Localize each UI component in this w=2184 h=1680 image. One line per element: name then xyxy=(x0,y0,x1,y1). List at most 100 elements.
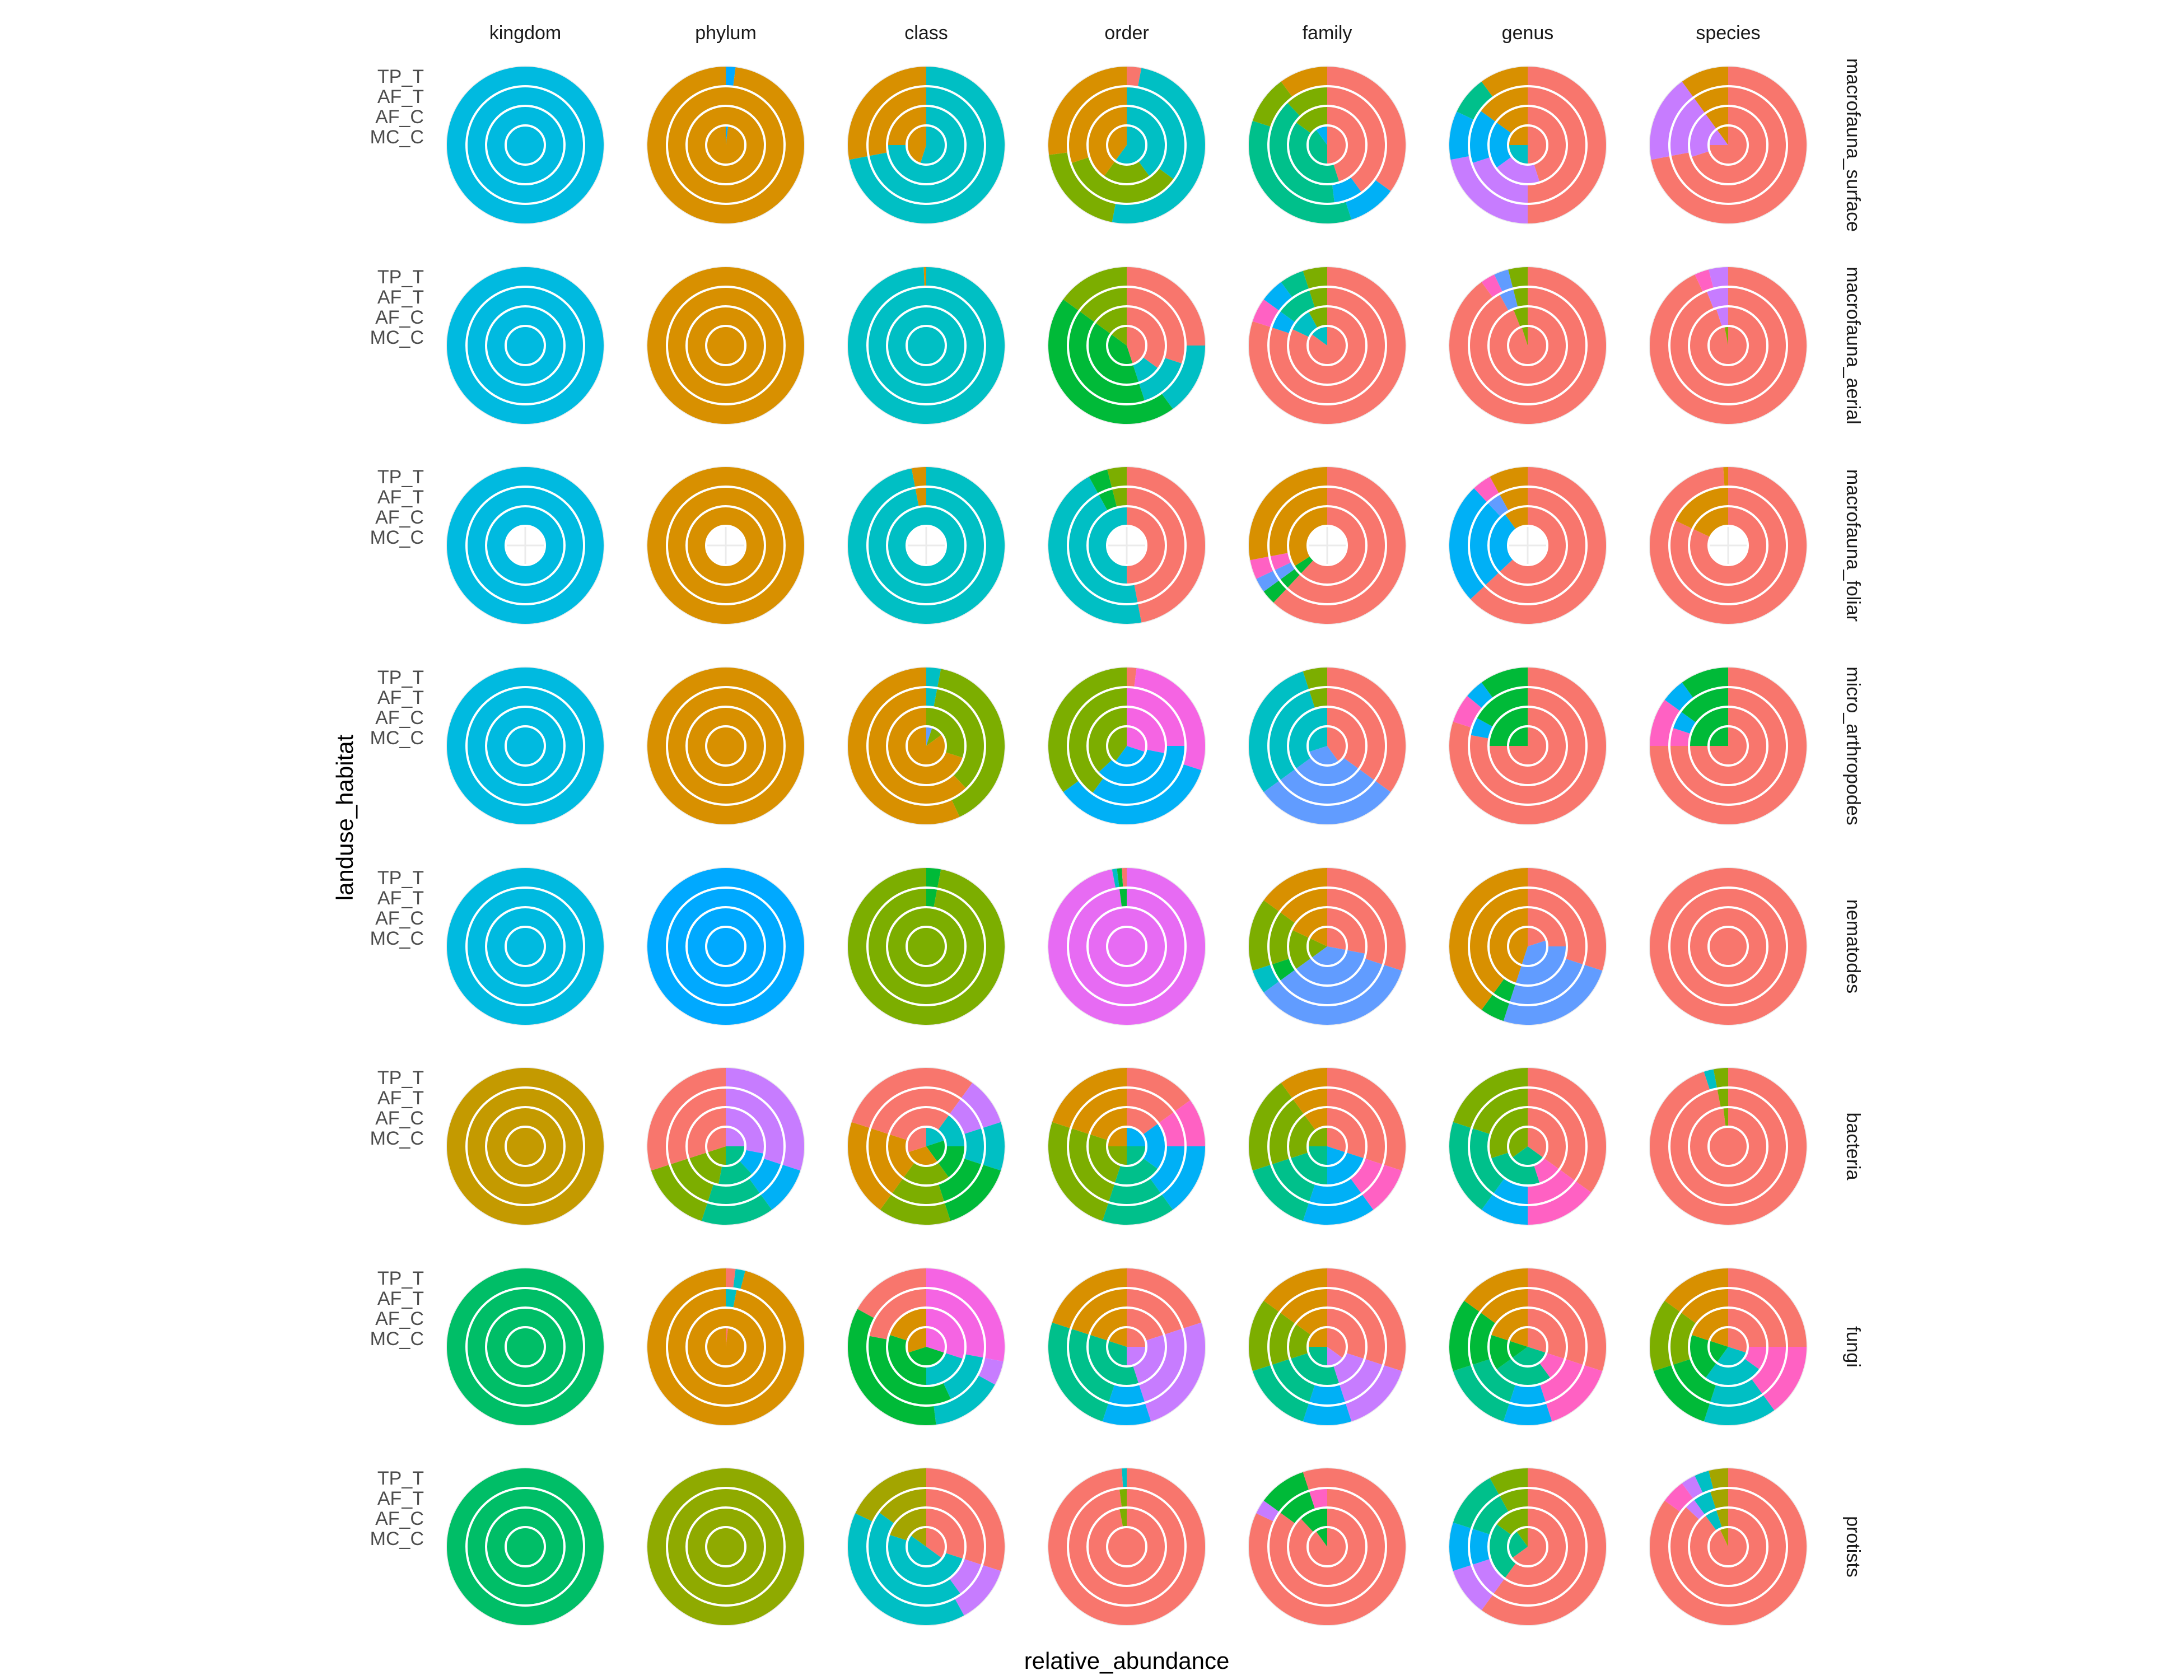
ring-segment xyxy=(1089,469,1112,494)
ring-segment xyxy=(1127,687,1186,746)
panel-protists-species xyxy=(1649,1467,1808,1626)
ring-divider xyxy=(886,305,967,386)
ring-segment xyxy=(466,486,585,605)
ring-segment xyxy=(1481,274,1503,298)
column-strip-label: order xyxy=(1104,22,1149,44)
ring-segment xyxy=(1107,1146,1127,1166)
ring-segment xyxy=(926,868,941,889)
ring-segment xyxy=(926,1127,945,1146)
ring-segment xyxy=(1281,67,1327,98)
ring-divider xyxy=(1468,1287,1588,1407)
ring-segment xyxy=(1481,1468,1606,1626)
ring-segment xyxy=(1294,556,1314,575)
ring-divider xyxy=(1468,886,1588,1006)
ring-segment xyxy=(1107,334,1133,365)
ring-segment xyxy=(867,687,967,805)
ring-segment xyxy=(1327,1288,1386,1365)
ring-segment xyxy=(706,927,745,966)
panel-nematodes-family xyxy=(1248,867,1407,1026)
ring-segment xyxy=(1453,696,1483,728)
ring-segment xyxy=(1249,671,1309,792)
ring-segment xyxy=(1263,1472,1309,1513)
ring-segment xyxy=(726,67,736,87)
ring-divider xyxy=(465,85,585,205)
ring-divider xyxy=(1507,725,1548,767)
ring-segment xyxy=(687,306,765,385)
ring-segment xyxy=(726,125,729,145)
ring-segment xyxy=(1071,1288,1127,1335)
ring-segment xyxy=(687,506,765,585)
ring-divider xyxy=(1468,1086,1588,1206)
ring-segment xyxy=(466,86,585,204)
ring-divider xyxy=(1287,505,1368,586)
panel-protists-phylum xyxy=(646,1467,805,1626)
ring-segment xyxy=(1499,487,1528,511)
ring-segment xyxy=(1281,1068,1327,1099)
ring-divider xyxy=(685,906,766,987)
panel-micro_arthropodes-kingdom xyxy=(446,666,605,825)
ring-segment xyxy=(907,125,926,164)
ring-segment xyxy=(1511,1347,1547,1367)
ring-segment xyxy=(907,1535,942,1567)
row-strip-label: micro_arthropodes xyxy=(1842,666,1864,825)
ring-segment xyxy=(1327,1107,1366,1159)
ring-divider xyxy=(666,85,786,205)
ring-divider xyxy=(1668,886,1788,1006)
ring-segment xyxy=(1669,687,1787,805)
ring-divider xyxy=(505,1126,546,1167)
ring-divider xyxy=(485,305,566,386)
ring-divider xyxy=(1306,124,1348,166)
ring-divider xyxy=(1106,525,1147,566)
ring-divider xyxy=(1067,286,1187,405)
ring-segment xyxy=(1112,869,1119,889)
ring-segment xyxy=(1088,1508,1166,1586)
ring-divider xyxy=(705,926,746,967)
ring-segment xyxy=(1339,1359,1383,1403)
panel-fungi-order xyxy=(1047,1267,1206,1426)
ring-segment xyxy=(1674,487,1728,529)
ring-segment xyxy=(907,927,946,966)
ring-segment xyxy=(1488,122,1512,169)
ring-divider xyxy=(1707,926,1749,967)
ring-segment xyxy=(1048,299,1173,424)
ring-segment xyxy=(1508,267,1528,289)
ring-segment xyxy=(1311,946,1347,967)
ring-divider xyxy=(705,725,746,767)
ring-divider xyxy=(1507,124,1548,166)
ring-segment xyxy=(879,1488,926,1524)
ring-segment xyxy=(687,106,765,184)
ring-divider xyxy=(1507,1526,1548,1567)
ring-segment xyxy=(1271,311,1296,334)
ring-segment xyxy=(1469,287,1587,404)
ring-segment xyxy=(911,467,926,488)
ring-divider xyxy=(1487,1306,1568,1387)
ring-segment xyxy=(1713,1068,1728,1089)
ring-divider xyxy=(1267,1487,1387,1607)
ring-segment xyxy=(1689,907,1767,986)
y-tick-label: TP_T xyxy=(377,66,424,87)
ring-segment xyxy=(1127,306,1166,369)
ring-segment xyxy=(1528,927,1547,946)
ring-divider xyxy=(1086,105,1167,185)
ring-segment xyxy=(1650,81,1694,160)
ring-divider xyxy=(1306,525,1348,566)
ring-segment xyxy=(1669,287,1787,405)
ring-segment xyxy=(1252,1164,1309,1221)
ring-segment xyxy=(1107,467,1127,489)
ring-divider xyxy=(1086,1306,1167,1387)
ring-segment xyxy=(733,1269,745,1290)
ring-segment xyxy=(506,1327,545,1366)
ring-segment xyxy=(1728,1308,1767,1347)
x-axis-title: relative_abundance xyxy=(1024,1648,1230,1674)
ring-divider xyxy=(1487,105,1568,185)
ring-segment xyxy=(1161,1146,1205,1210)
ring-segment xyxy=(1692,506,1728,538)
panel-protists-class xyxy=(847,1467,1006,1626)
ring-segment xyxy=(1709,1341,1728,1363)
ring-segment xyxy=(1522,326,1528,346)
y-tick-label: MC_C xyxy=(370,928,424,949)
panel-micro_arthropodes-phylum xyxy=(646,666,805,825)
ring-divider xyxy=(886,906,967,987)
ring-divider xyxy=(1267,85,1387,205)
ring-divider xyxy=(505,1526,546,1567)
